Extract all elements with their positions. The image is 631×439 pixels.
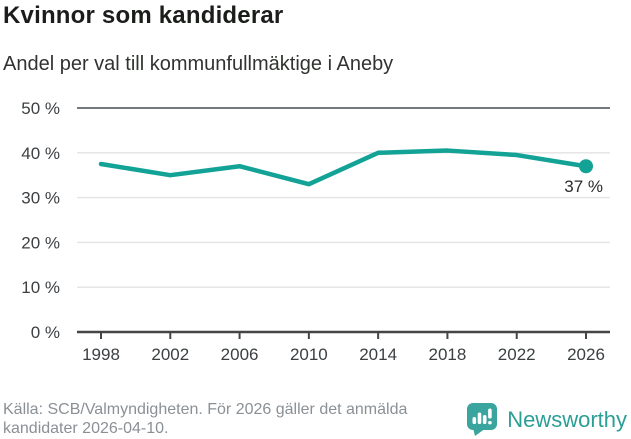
x-tick-label: 2018	[429, 345, 467, 364]
x-tick-label: 2010	[290, 345, 328, 364]
source-note: Källa: SCB/Valmyndigheten. För 2026 gäll…	[3, 401, 408, 437]
x-tick-label: 2026	[567, 345, 605, 364]
chart-subtitle: Andel per val till kommunfullmäktige i A…	[3, 53, 394, 75]
line-chart: 0 % 10 % 20 % 30 % 40 % 50 % 1998 2002 2006 2010 2…	[21, 99, 610, 364]
y-tick-label: 40 %	[21, 144, 60, 163]
x-tick-label: 2022	[498, 345, 536, 364]
newsworthy-logo-icon	[467, 403, 498, 436]
footer: Källa: SCB/Valmyndigheten. För 2026 gäll…	[0, 398, 631, 439]
y-tick-label: 20 %	[21, 233, 60, 252]
newsworthy-logo-text: Newsworthy	[507, 406, 627, 432]
end-value-label: 37 %	[564, 177, 603, 196]
x-tick-label: 2002	[151, 345, 189, 364]
y-tick-label: 0 %	[31, 323, 60, 342]
newsworthy-logo[interactable]: Newsworthy	[466, 402, 627, 437]
data-line	[98, 148, 589, 187]
y-tick-label: 50 %	[21, 99, 60, 118]
chart-title: Kvinnor som kandiderar	[3, 2, 284, 29]
x-tick-label: 2006	[221, 345, 259, 364]
x-tick-label: 2014	[359, 345, 397, 364]
x-tick-label: 1998	[82, 345, 120, 364]
end-point-marker	[579, 159, 593, 174]
y-tick-label: 10 %	[21, 278, 60, 297]
y-tick-label: 30 %	[21, 189, 60, 208]
